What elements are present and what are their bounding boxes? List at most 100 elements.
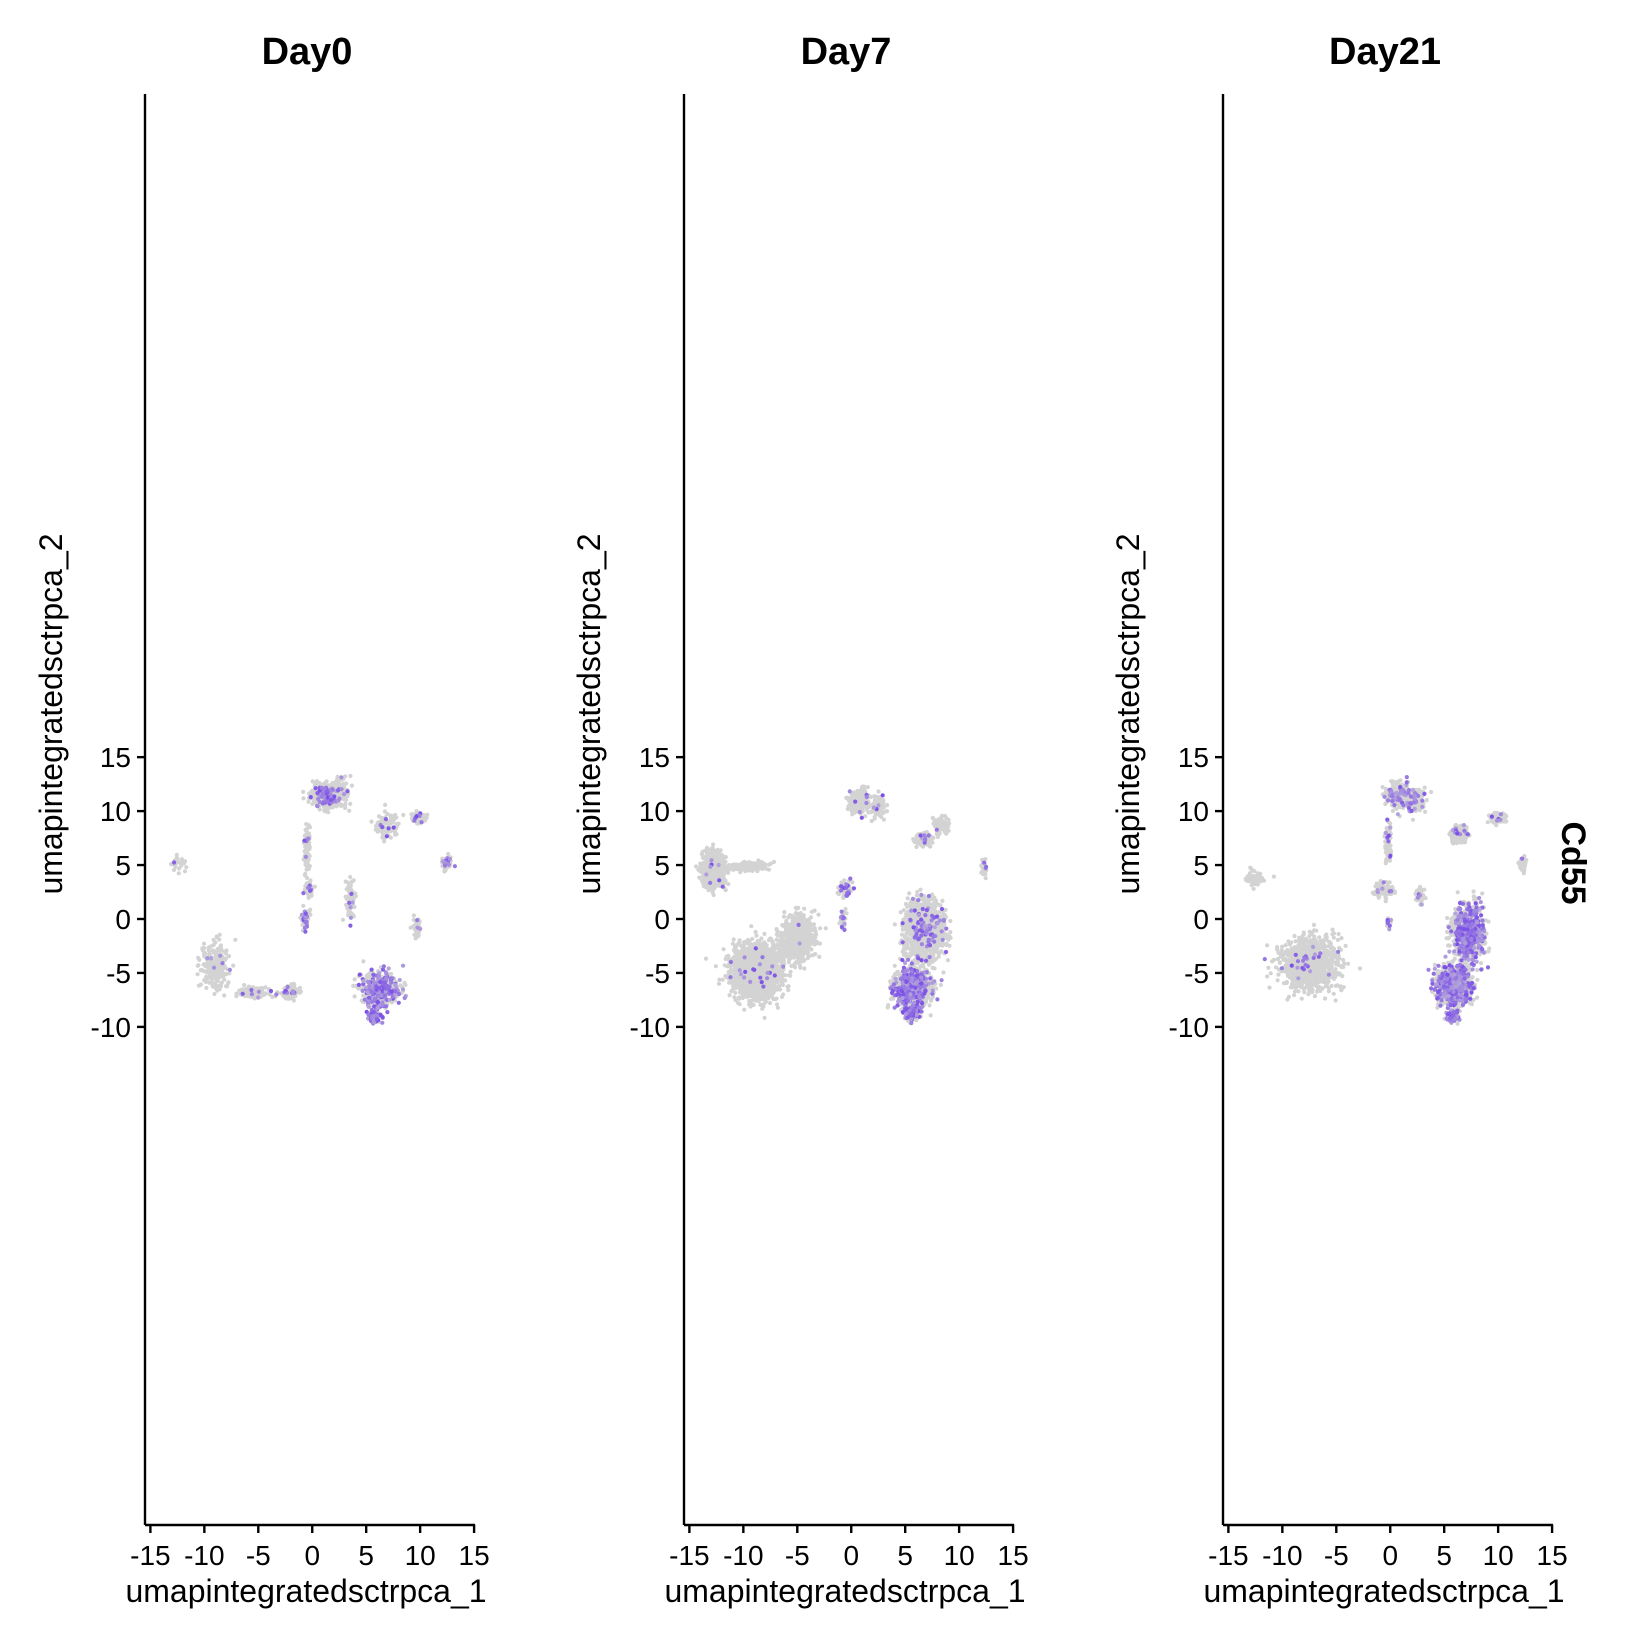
cell-point-expressing — [393, 989, 398, 994]
cell-point-expressing — [330, 787, 335, 792]
cell-point-expressing — [274, 992, 279, 997]
cell-point — [297, 988, 302, 993]
cell-point — [213, 974, 218, 979]
cell-point-expressing — [324, 791, 329, 796]
cell-point-expressing — [388, 976, 393, 981]
cell-point-expressing — [376, 974, 381, 979]
cell-point — [755, 862, 761, 867]
cell-point-expressing — [256, 989, 261, 994]
cell-point — [216, 970, 221, 975]
cell-point — [379, 829, 384, 834]
cell-point-expressing — [303, 929, 308, 934]
x-tick-label: 15 — [459, 1540, 490, 1571]
cell-point-expressing — [317, 799, 322, 805]
cell-point-expressing — [211, 965, 217, 970]
cell-point — [383, 802, 388, 808]
cell-point — [940, 813, 945, 819]
cell-point-expressing — [371, 1020, 376, 1025]
cell-point-expressing — [348, 923, 353, 928]
cell-point — [739, 862, 744, 868]
cell-point — [211, 942, 216, 948]
cell-point — [764, 866, 769, 871]
cell-point — [933, 821, 938, 826]
cell-point — [204, 985, 209, 991]
cell-point — [305, 826, 310, 831]
cell-point — [352, 977, 357, 982]
cell-point — [873, 794, 878, 799]
cell-point-expressing — [313, 786, 318, 791]
cell-point — [324, 779, 329, 784]
cell-point — [343, 879, 348, 884]
cell-point — [343, 805, 348, 811]
cell-point — [982, 870, 988, 876]
cell-point — [233, 937, 238, 942]
cell-point — [751, 997, 756, 1003]
cell-point-expressing — [172, 860, 177, 865]
cell-point-expressing — [302, 925, 307, 930]
cell-point-expressing — [415, 925, 420, 930]
y-tick-label: -10 — [91, 1012, 131, 1043]
cell-point — [270, 994, 275, 1000]
cell-point-expressing — [301, 891, 306, 896]
cell-point — [373, 827, 378, 832]
cell-point — [206, 952, 212, 957]
cell-point-expressing — [386, 826, 391, 831]
cell-point — [308, 878, 313, 883]
cell-point — [446, 851, 451, 857]
cell-point — [361, 959, 366, 964]
cell-point — [401, 812, 406, 818]
cell-point — [398, 983, 403, 988]
cell-point — [304, 859, 310, 864]
cell-point — [320, 782, 325, 787]
cell-point — [317, 807, 322, 812]
cell-point — [702, 848, 707, 853]
cell-point-expressing — [227, 967, 232, 973]
cell-point-expressing — [205, 956, 210, 961]
cell-point — [979, 870, 984, 875]
cell-point-expressing — [332, 794, 337, 799]
cell-point — [315, 780, 320, 785]
cell-point — [386, 819, 391, 824]
cell-point — [410, 812, 415, 817]
cell-point-expressing — [371, 972, 376, 977]
cell-point — [936, 817, 941, 822]
cell-point-expressing — [321, 801, 326, 806]
cell-point-expressing — [378, 979, 383, 985]
cell-point-expressing — [374, 1016, 379, 1022]
cell-point — [177, 866, 182, 871]
cell-point-expressing — [306, 885, 311, 890]
cell-point-expressing — [396, 1000, 401, 1005]
cell-point — [259, 985, 264, 991]
cell-point-expressing — [303, 911, 308, 916]
cell-point-expressing — [256, 995, 261, 1000]
cell-point-expressing — [389, 989, 394, 994]
cell-point — [301, 796, 306, 801]
cell-point — [353, 894, 358, 899]
cell-point-expressing — [452, 864, 457, 869]
x-tick-label: -10 — [184, 1540, 224, 1571]
cell-point-expressing — [383, 817, 388, 822]
cell-point — [848, 795, 853, 801]
cell-point-expressing — [366, 1003, 371, 1009]
x-tick-label: -5 — [246, 1540, 271, 1571]
cell-point — [393, 832, 398, 837]
cell-point — [843, 906, 848, 912]
cell-point — [343, 801, 348, 806]
cell-point-expressing — [381, 964, 386, 969]
cell-point — [946, 817, 951, 822]
cell-point-expressing — [336, 788, 341, 793]
cell-point — [411, 913, 416, 918]
cell-point-expressing — [372, 980, 378, 985]
cell-point-expressing — [375, 1000, 380, 1005]
cell-point — [305, 847, 310, 852]
cell-point-expressing — [348, 905, 353, 910]
cell-point-expressing — [348, 915, 353, 920]
cell-point-expressing — [365, 990, 370, 995]
cell-point-expressing — [218, 953, 223, 958]
cell-point — [326, 810, 331, 815]
x-tick-label: 5 — [358, 1540, 374, 1571]
cell-point-expressing — [371, 1009, 376, 1015]
cell-point — [863, 805, 868, 810]
cell-point — [182, 869, 188, 874]
cell-point-expressing — [361, 978, 366, 984]
